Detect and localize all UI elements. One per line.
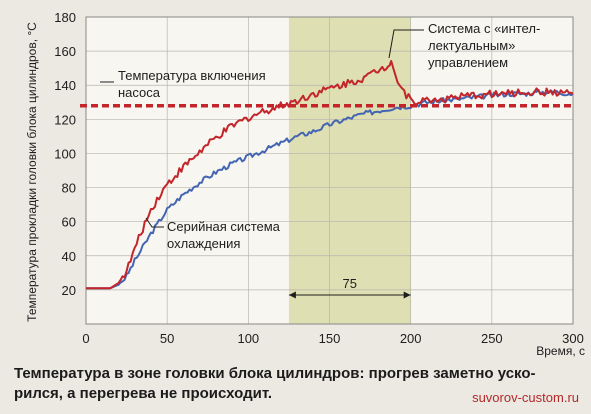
series-line-smart <box>86 60 574 290</box>
smart-annotation-line-3: управлением <box>428 55 508 70</box>
y-axis-title: Температура прокладки головки блока цили… <box>25 22 39 322</box>
x-tick-label: 0 <box>82 331 89 346</box>
site-watermark: suvorov-custom.ru <box>472 390 579 405</box>
x-tick-label: 50 <box>160 331 174 346</box>
y-tick-label: 20 <box>62 283 76 298</box>
interval-marker: 75 <box>288 276 411 299</box>
y-tick-label: 120 <box>54 112 76 127</box>
x-tick-labels: 0 50 100 150 200 250 300 <box>82 331 583 346</box>
smart-annotation: Система с «интел- лектуальным» управлени… <box>428 21 544 70</box>
caption-line-1: Температура в зоне головки блока цилиндр… <box>14 365 536 382</box>
serial-annotation-line-2: охлаждения <box>167 236 240 251</box>
serial-annotation-line-1: Серийная система <box>167 219 281 234</box>
y-tick-label: 180 <box>54 10 76 25</box>
y-tick-label: 60 <box>62 215 76 230</box>
x-axis-title: Время, с <box>536 344 585 358</box>
x-tick-label: 250 <box>481 331 503 346</box>
smart-annotation-line-1: Система с «интел- <box>428 21 540 36</box>
temperature-chart: 20 40 60 80 100 120 140 160 180 0 50 100 150 200 250 3… <box>25 10 585 358</box>
arrow-left-icon <box>288 291 296 299</box>
interval-label: 75 <box>343 276 357 291</box>
y-tick-label: 160 <box>54 44 76 59</box>
y-tick-label: 40 <box>62 249 76 264</box>
y-tick-label: 80 <box>62 181 76 196</box>
figure-caption: Температура в зоне головки блока цилиндр… <box>14 364 574 404</box>
x-tick-label: 300 <box>562 331 584 346</box>
highlight-band <box>288 17 411 324</box>
smart-annotation-leader <box>388 29 424 59</box>
smart-annotation-line-2: лектуальным» <box>428 38 515 53</box>
plot-frame <box>85 16 574 325</box>
arrow-right-icon <box>403 291 411 299</box>
pump-annotation-line-2: насоса <box>118 85 161 100</box>
x-tick-label: 100 <box>237 331 259 346</box>
pump-annotation: Температура включения насоса <box>118 68 269 100</box>
x-tick-label: 200 <box>400 331 422 346</box>
pump-annotation-line-1: Температура включения <box>118 68 266 83</box>
serial-annotation-leader <box>145 217 164 228</box>
y-tick-labels: 20 40 60 80 100 120 140 160 180 <box>54 10 76 298</box>
caption-line-2: рился, а перегрева не происходит. <box>14 385 273 402</box>
y-tick-label: 100 <box>54 146 76 161</box>
serial-annotation: Серийная система охлаждения <box>167 219 284 251</box>
x-tick-label: 150 <box>319 331 341 346</box>
y-tick-label: 140 <box>54 78 76 93</box>
